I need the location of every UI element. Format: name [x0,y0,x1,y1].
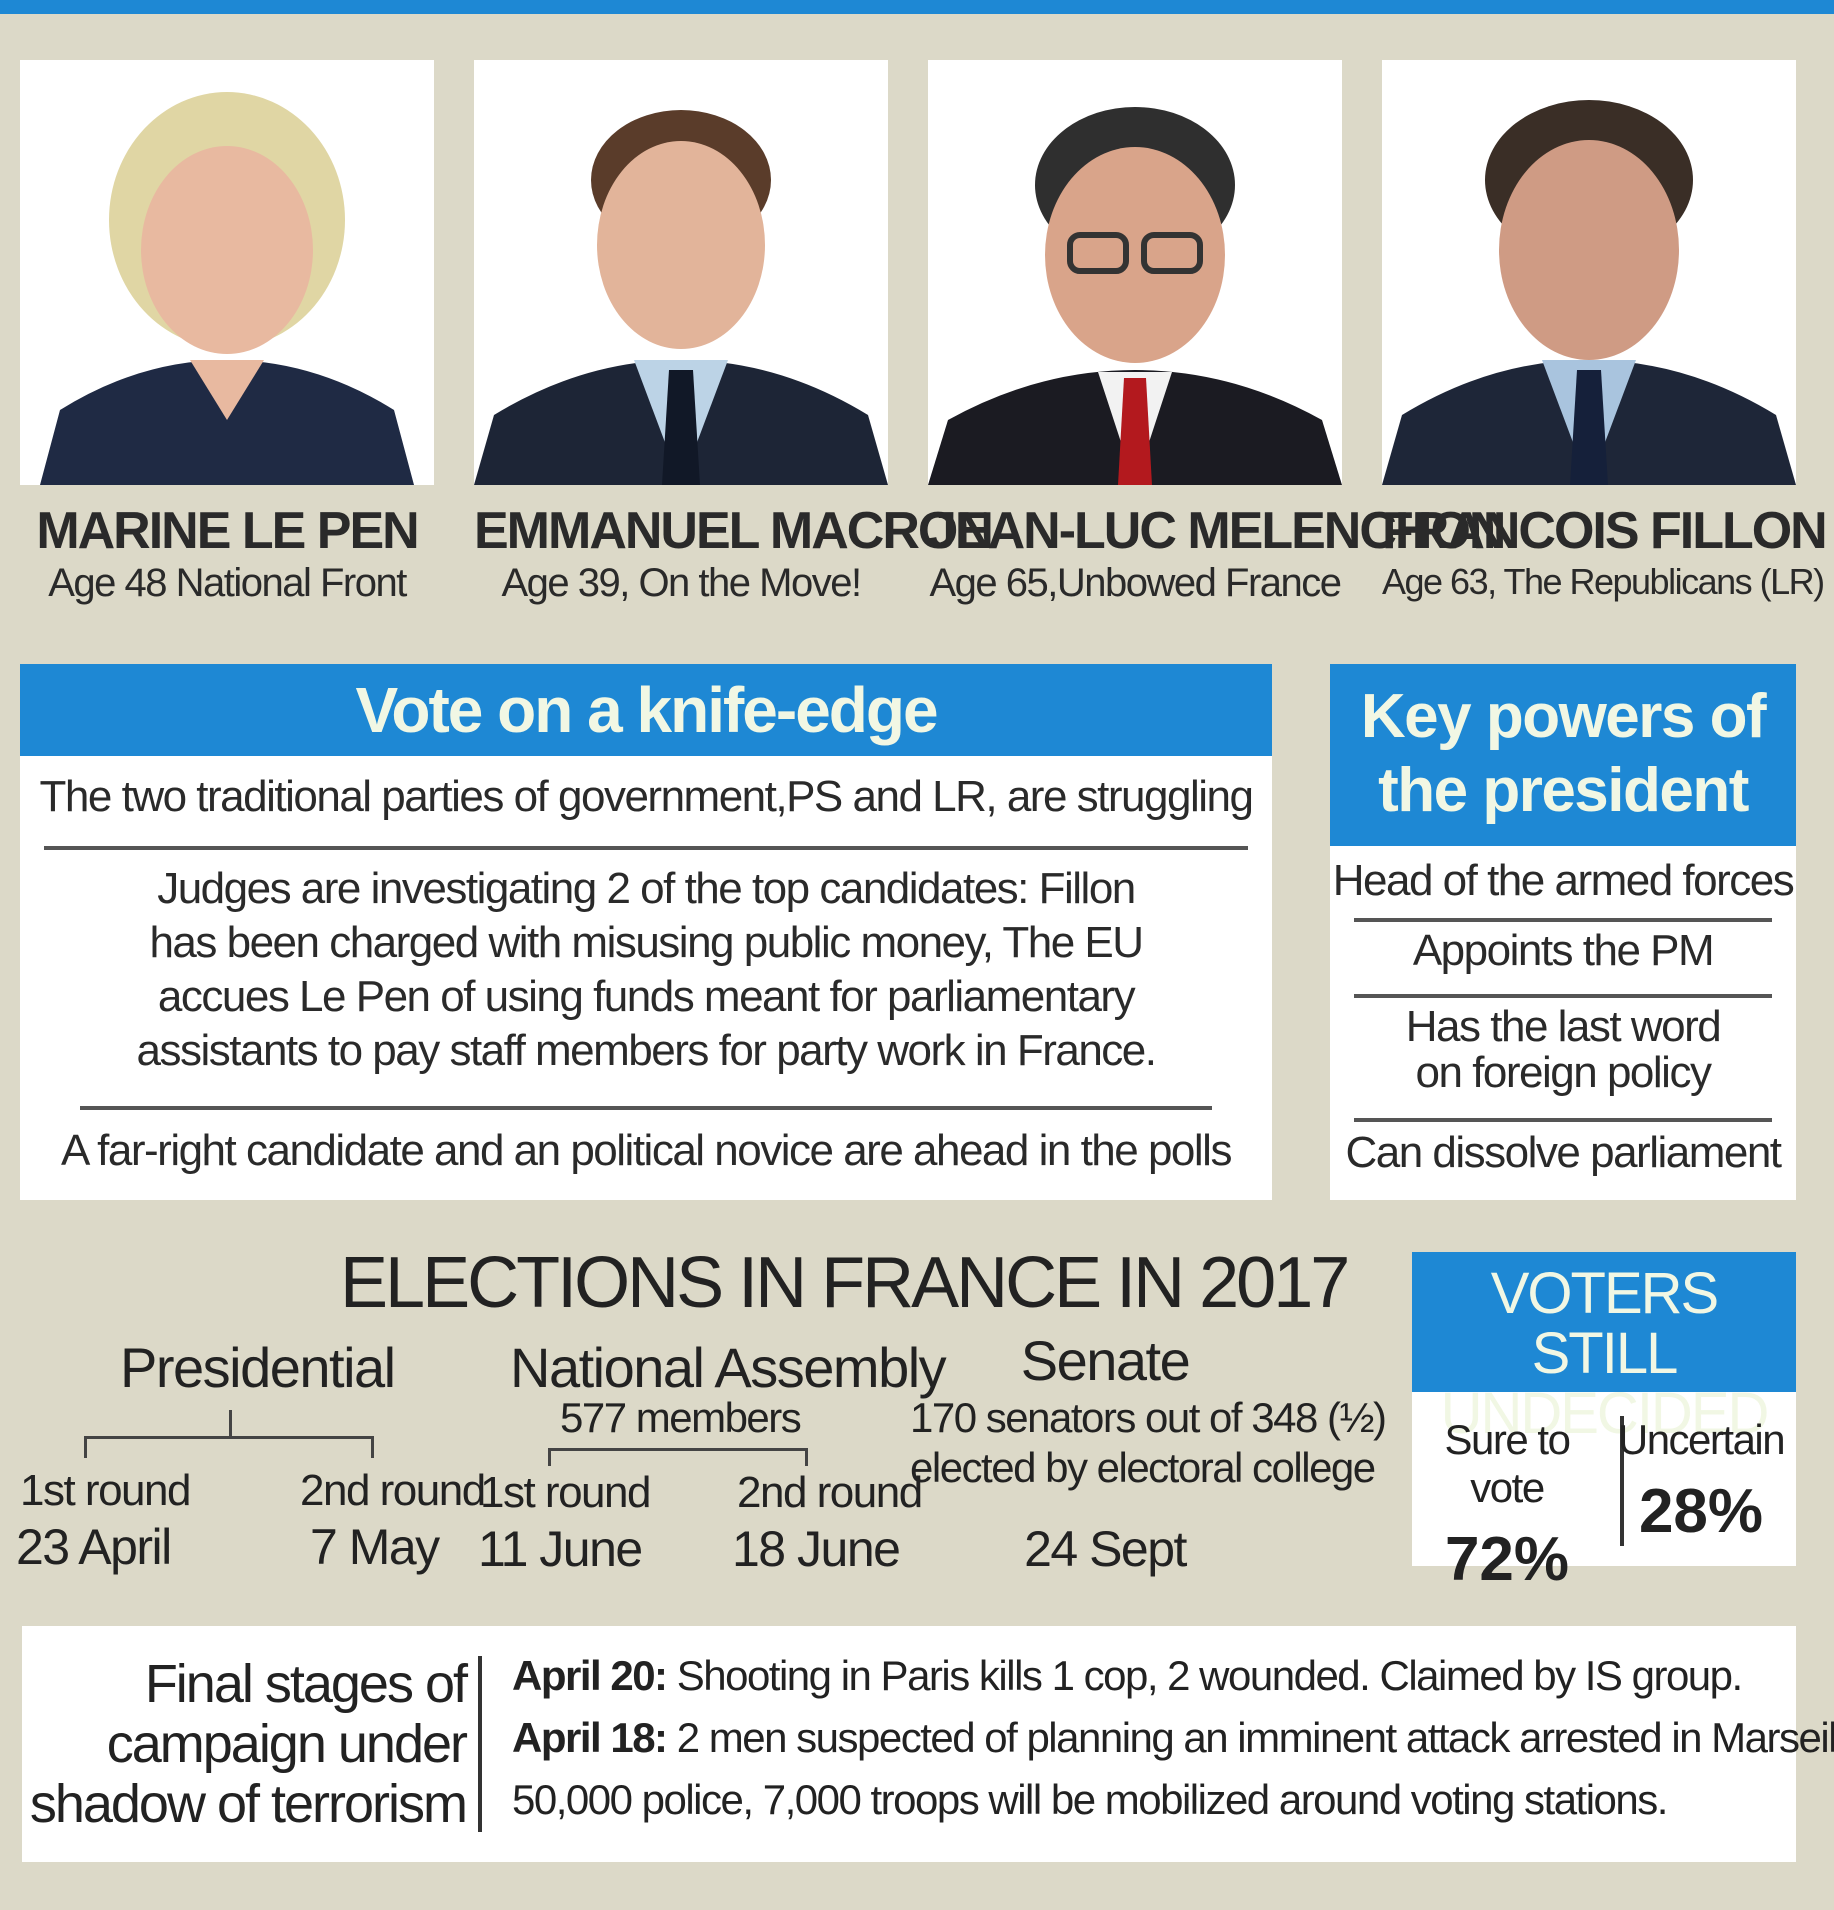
event-date: April 20: [512,1652,668,1699]
event-text: 50,000 police, 7,000 troops will be mobi… [512,1776,1668,1823]
power-item: Head of the armed forces [1332,856,1795,905]
sure-to-vote-label: Sure to vote [1444,1416,1571,1511]
voters-title: VOTERS STILL UNDECIDED [1412,1252,1796,1444]
candidate-details: Age 48 National Front [48,561,407,605]
candidate-photo [474,60,888,485]
round-date: 11 June [478,1521,643,1577]
bracket-line [548,1448,551,1466]
elections-title: ELECTIONS IN FRANCE IN 2017 [340,1243,1350,1323]
candidate-name: FRANCOIS FILLON [1382,502,1828,560]
knife-edge-title: Vote on a knife-edge [20,664,1272,756]
round-date: 24 Sept [1024,1521,1187,1577]
candidate-details: Age 63, The Republicans (LR) [1382,561,1825,602]
senate-detail: 170 senators out of 348 (½) [910,1394,1387,1441]
divider [1620,1416,1624,1546]
power-item: Can dissolve parliament [1345,1128,1782,1177]
event-date: April 18: [512,1714,668,1761]
candidate-name: JEAN-LUC MELENCHON [928,502,1506,560]
event-item: 50,000 police, 7,000 troops will be mobi… [512,1776,1668,1824]
candidate-card: MARINE LE PEN Age 48 National Front [20,60,434,606]
candidate-name: EMMANUEL MACRON [474,502,994,560]
divider [1354,918,1772,922]
divider [1354,1118,1772,1122]
candidate-card: JEAN-LUC MELENCHON Age 65,Unbowed France [928,60,1506,606]
event-text: 2 men suspected of planning an imminent … [676,1714,1834,1761]
bracket-line [84,1436,374,1439]
candidate-details: Age 39, On the Move! [501,561,862,605]
uncertain-label: Uncertain [1617,1416,1786,1463]
divider [80,1106,1212,1110]
sure-to-vote-column: Sure to vote 72% [1412,1416,1602,1595]
final-stages-label: Final stages of campaign under shadow of… [29,1654,468,1834]
uncertain-value: 28% [1638,1477,1764,1546]
candidate-card: FRANCOIS FILLON Age 63, The Republicans … [1382,60,1828,603]
uncertain-column: Uncertain 28% [1606,1416,1796,1547]
knife-edge-item: The two traditional parties of governmen… [39,772,1254,821]
bracket-line [229,1410,232,1436]
divider [44,846,1248,850]
bracket-line [84,1436,87,1458]
round-label: 1st round [20,1466,191,1515]
bracket-line [548,1448,808,1451]
candidate-card: EMMANUEL MACRON Age 39, On the Move! [474,60,994,606]
event-text: Shooting in Paris kills 1 cop, 2 wounded… [676,1652,1743,1699]
round-label: 2nd round [737,1468,923,1517]
divider [478,1656,482,1832]
knife-edge-item: A far-right candidate and an political n… [61,1126,1232,1175]
round-label: 1st round [480,1468,651,1517]
candidate-photo [928,60,1342,485]
presidential-label: Presidential [120,1336,396,1399]
event-item: April 20: Shooting in Paris kills 1 cop,… [512,1652,1743,1700]
divider [1354,994,1772,998]
top-banner-bar [0,0,1834,14]
sure-to-vote-value: 72% [1444,1525,1570,1594]
round-label: 2nd round [300,1466,486,1515]
knife-edge-item: Judges are investigating 2 of the top ca… [136,864,1158,1075]
round-date: 18 June [732,1521,901,1577]
voters-panel: VOTERS STILL UNDECIDED Sure to vote 72% … [1412,1252,1796,1594]
power-item: Appoints the PM [1412,926,1715,975]
assembly-sub: 577 members [560,1394,802,1441]
final-stages-panel: Final stages of campaign under shadow of… [22,1626,1834,1862]
candidate-photo [20,60,434,485]
knife-edge-panel: Vote on a knife-edge The two traditional… [20,664,1272,1200]
key-powers-title: Key powers of the president [1330,664,1796,846]
power-item: Has the last word on foreign policy [1405,1002,1722,1097]
bracket-line [805,1448,808,1466]
candidate-name: MARINE LE PEN [36,502,419,560]
bracket-line [371,1436,374,1458]
round-date: 23 April [16,1519,172,1575]
key-powers-panel: Key powers of the president Head of the … [1330,664,1796,1200]
candidate-photo [1382,60,1796,485]
candidate-details: Age 65,Unbowed France [929,561,1343,605]
senate-detail: elected by electoral college [910,1444,1376,1491]
assembly-label: National Assembly [510,1336,947,1399]
event-item: April 18: 2 men suspected of planning an… [512,1714,1834,1762]
senate-label: Senate [1020,1329,1191,1392]
round-date: 7 May [310,1519,440,1575]
